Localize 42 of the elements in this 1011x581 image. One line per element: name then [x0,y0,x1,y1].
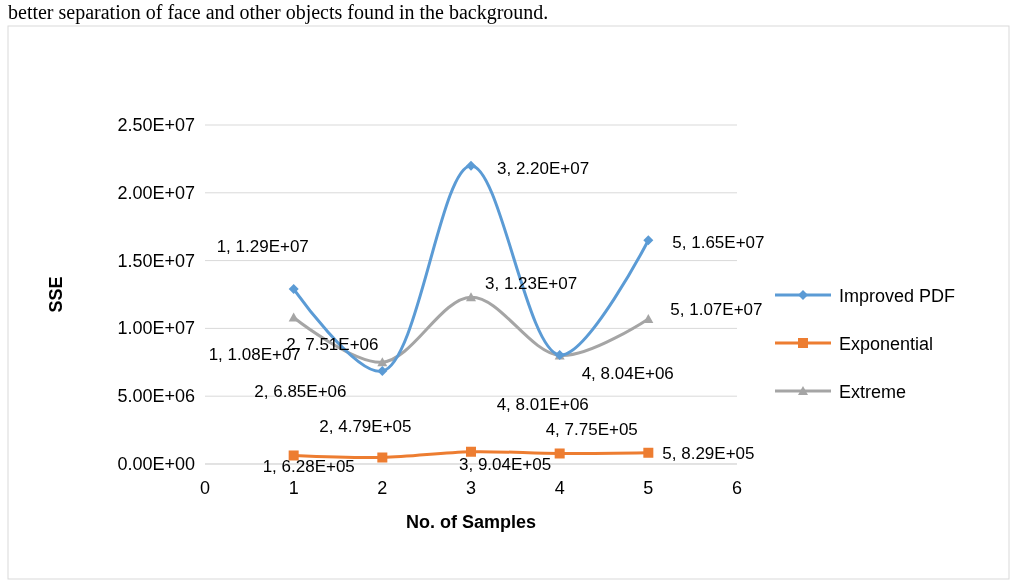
x-tick-label: 1 [288,478,299,498]
point [643,447,654,458]
annotation: 2, 4.79E+05 [319,416,412,436]
annotation: 2, 6.85E+06 [254,382,347,402]
annotation: 5, 1.07E+07 [670,299,763,319]
y-tick-label: 5.00E+06 [117,386,195,407]
point [288,284,299,295]
annotation: 5, 8.29E+05 [662,443,755,463]
annotation: 3, 2.20E+07 [497,158,590,178]
annotation: 1, 1.29E+07 [216,237,309,257]
legend-label: Extreme [839,382,907,402]
y-tick-label: 2.50E+07 [117,115,195,135]
y-tick-label: 1.50E+07 [117,250,195,271]
x-tick-label: 2 [377,478,388,498]
x-tick-label: 6 [731,478,743,498]
point [554,448,565,459]
x-tick-label: 0 [199,478,211,498]
y-tick-label: 1.00E+07 [117,318,195,339]
point [466,160,476,171]
x-tick-label: 4 [554,478,565,498]
annotation: 4, 8.04E+06 [581,363,674,383]
x-tick-label: 5 [643,478,654,498]
y-axis-title: SSE [46,276,66,313]
text: better separation of face and other objects found in the background. [8,1,549,24]
legend-label: Exponential [839,334,934,354]
point [466,292,476,302]
point [377,357,388,367]
annotation: 4, 8.01E+06 [496,395,589,415]
point [288,450,299,461]
x-tick-label: 3 [465,478,477,498]
y-tick-label: 0.00E+00 [117,454,195,474]
annotation: 4, 7.75E+05 [545,420,638,440]
annotation: 3, 9.04E+05 [459,454,552,474]
legend-label: Improved PDF [839,286,956,306]
annotation: 1, 6.28E+05 [262,457,355,477]
point [377,366,388,377]
x-axis-title: No. of Samples [405,512,537,532]
point [643,235,654,246]
y-tick-label: 2.00E+07 [117,182,195,203]
point [466,446,476,457]
point [377,452,388,463]
annotation: 5, 1.65E+07 [672,233,765,253]
